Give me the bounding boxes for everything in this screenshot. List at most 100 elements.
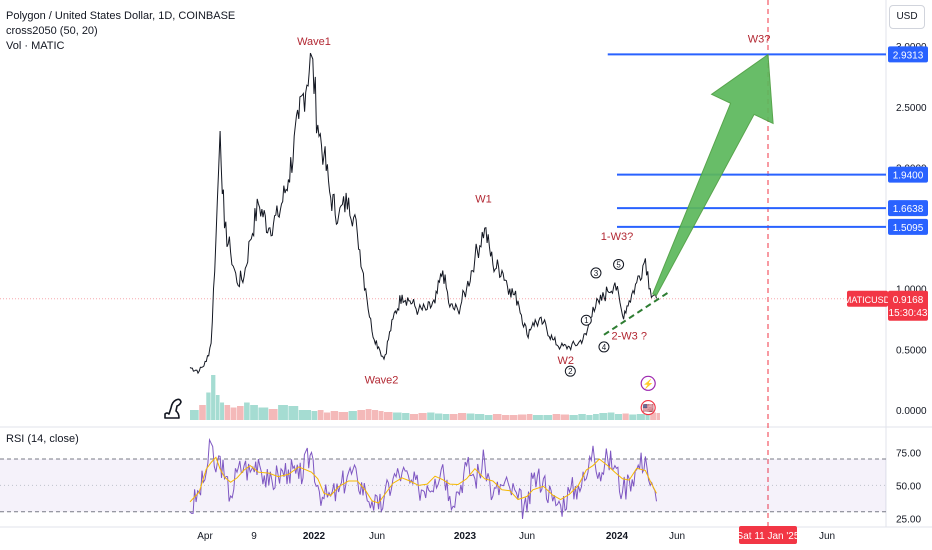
rsi-tick-label: 50.00 <box>896 481 921 492</box>
y-tick-label: 0.5000 <box>896 345 927 356</box>
currency-button[interactable]: USD <box>889 5 925 29</box>
volume-bar <box>230 407 237 420</box>
x-tick-label: Jun <box>819 531 835 542</box>
level-price-tag-bg <box>888 46 928 63</box>
price-tag-bg <box>888 290 928 321</box>
indicator-cross2050-label: cross2050 (50, 20) <box>6 25 98 37</box>
volume-bar <box>629 414 637 420</box>
wave-count-circle <box>598 341 610 353</box>
projection-arrow <box>652 53 774 297</box>
volume-bar <box>599 413 608 420</box>
volume-bar <box>517 414 527 420</box>
volume-bar <box>427 412 435 420</box>
volume-bar <box>298 410 312 420</box>
volume-bar <box>622 413 629 420</box>
volume-bar <box>569 415 578 420</box>
wave-count-label: 2 <box>568 367 573 376</box>
symbol-tag-text: MATICUSD <box>844 295 891 305</box>
event-us-flag-icon: 🇺🇸 <box>640 399 656 416</box>
volume-bar <box>578 414 586 420</box>
volume-bar <box>449 414 458 420</box>
volume-bar <box>211 375 216 420</box>
volume-bar <box>330 411 339 420</box>
volume-bar <box>492 414 502 420</box>
volume-bar <box>636 414 645 420</box>
volume-bar <box>607 412 615 420</box>
support-trendline <box>603 290 671 336</box>
volume-bar <box>378 411 384 420</box>
x-tick-label: 2022 <box>303 531 326 542</box>
x-tick-label: Jun <box>519 531 535 542</box>
wave-label: 2-W3 ? <box>612 331 647 343</box>
wave-label: Wave1 <box>297 36 331 48</box>
x-tick-label: Jun <box>669 531 685 542</box>
volume-bars <box>190 375 660 420</box>
wave-count-marker: 3 <box>590 267 602 279</box>
chart-title: Polygon / United States Dollar, 1D, COIN… <box>6 10 236 22</box>
x-tick-label: Sat 11 Jan '25 <box>737 531 800 542</box>
volume-bar <box>434 413 443 420</box>
symbol-tag-bg <box>847 290 888 307</box>
wave-label: W2 <box>557 355 574 367</box>
volume-bar <box>484 415 493 420</box>
rsi-tick-label: 75.00 <box>896 448 921 459</box>
indicator-volume-label: Vol · MATIC <box>6 40 65 52</box>
level-price-tag: 1.9400 <box>888 166 928 183</box>
volume-bar <box>402 413 410 420</box>
x-tick-label: 9 <box>251 531 257 542</box>
volume-bar <box>250 405 258 420</box>
volume-bar <box>593 414 599 420</box>
volume-bar <box>409 414 419 420</box>
y-tick-label: 1.0000 <box>896 285 927 296</box>
projection-date-tag: Sat 11 Jan '25 <box>737 526 800 544</box>
volume-bar <box>258 407 269 420</box>
volume-bar <box>532 415 543 420</box>
volume-bar <box>338 412 349 420</box>
event-marker-circle <box>640 375 656 391</box>
wave-count-label: 4 <box>602 343 607 352</box>
event-marker-glyph: ⚡ <box>643 378 654 390</box>
event-marker-glyph: 🇺🇸 <box>643 403 654 413</box>
wave-label: Wave2 <box>365 374 399 386</box>
level-price-tag: 1.5095 <box>888 218 928 235</box>
x-tick-label: 2024 <box>606 531 629 542</box>
volume-bar <box>237 406 244 420</box>
rsi-indicator-label: RSI (14, close) <box>6 433 79 445</box>
level-price-tag: 1.6638 <box>888 200 928 217</box>
wave-count-marker: 1 <box>580 314 592 326</box>
volume-bar <box>268 409 278 420</box>
price-tag-value: 0.9168 <box>893 295 924 306</box>
volume-bar <box>206 392 211 420</box>
level-price-tag-bg <box>888 166 928 183</box>
level-price-tag-text: 2.9313 <box>893 50 924 61</box>
event-marker-circle <box>640 399 656 416</box>
wave-count-marker: 5 <box>613 258 625 270</box>
volume-bar <box>527 414 533 420</box>
level-price-tag-bg <box>888 218 928 235</box>
volume-bar <box>509 415 518 420</box>
x-tick-label: 2023 <box>454 531 477 542</box>
volume-bar <box>614 414 623 420</box>
volume-bar <box>560 414 569 420</box>
volume-bar <box>393 412 402 420</box>
volume-bar <box>357 410 366 420</box>
volume-bar <box>656 413 660 420</box>
volume-bar <box>278 405 288 420</box>
level-price-tag: 2.9313 <box>888 46 928 63</box>
y-tick-label: 2.5000 <box>896 103 927 114</box>
volume-bar <box>466 413 475 420</box>
volume-bar <box>552 414 561 420</box>
wave-count-label: 5 <box>616 260 621 269</box>
wave-count-circle <box>613 258 625 270</box>
wave-label: W1 <box>475 194 492 206</box>
volume-bar <box>365 409 372 420</box>
x-tick-label: Jun <box>369 531 385 542</box>
rsi-line <box>189 437 657 519</box>
volume-bar <box>220 402 225 420</box>
volume-bar <box>650 412 656 420</box>
wave-count-marker: 2 <box>564 365 576 377</box>
projection-date-tag-bg <box>739 526 797 544</box>
volume-bar <box>244 402 250 420</box>
wave-label: 1-W3? <box>601 231 633 243</box>
